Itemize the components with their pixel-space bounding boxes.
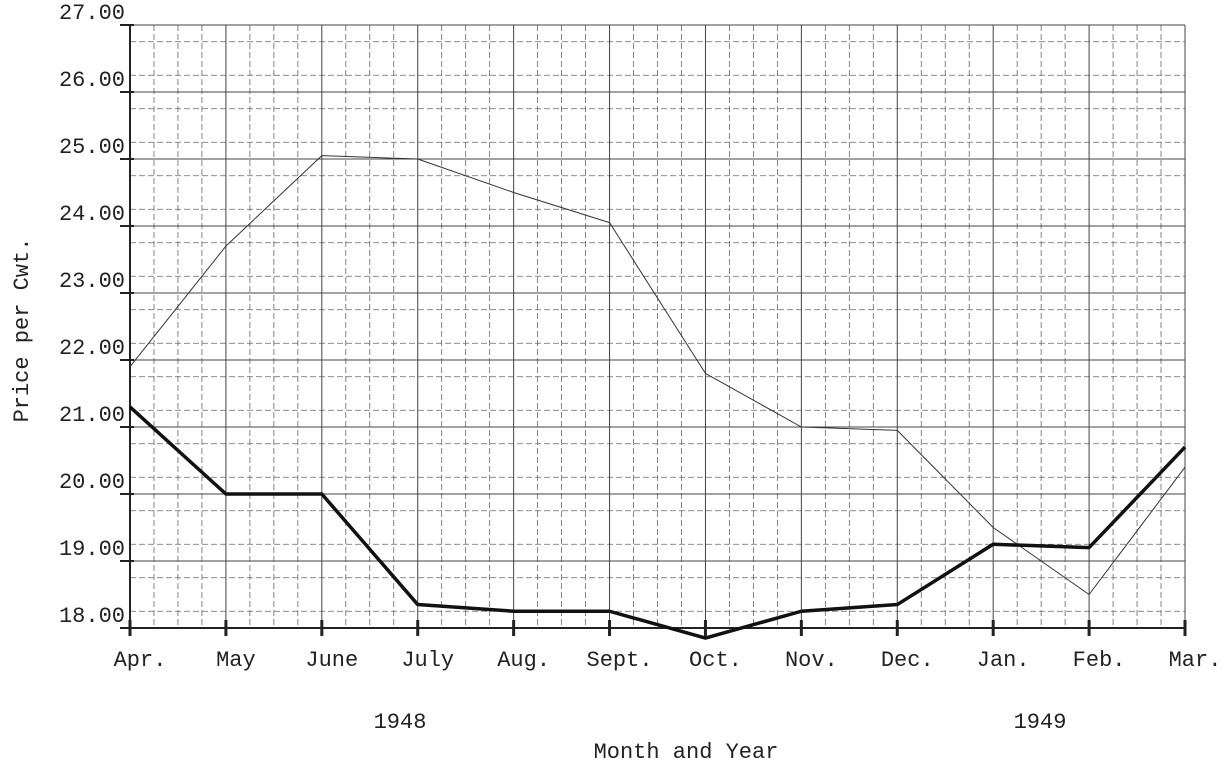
y-tick-label: 22.00 bbox=[59, 336, 125, 361]
x-tick-label: May bbox=[216, 648, 256, 673]
x-tick-label: Jan. bbox=[977, 648, 1030, 673]
series-line bbox=[128, 405, 1187, 640]
y-tick-label: 21.00 bbox=[59, 403, 125, 428]
y-tick-label: 19.00 bbox=[59, 537, 125, 562]
x-tick-label: June bbox=[305, 648, 358, 673]
x-tick-label: Feb. bbox=[1073, 648, 1126, 673]
x-tick-label: Mar. bbox=[1169, 648, 1222, 673]
y-tick-label: 20.00 bbox=[59, 470, 125, 495]
x-tick-label: July bbox=[401, 648, 454, 673]
year-label: 1949 bbox=[1014, 710, 1067, 735]
series-line bbox=[129, 155, 1186, 595]
x-tick-label: Oct. bbox=[689, 648, 742, 673]
x-axis-label: Month and Year bbox=[594, 740, 779, 765]
y-tick-label: 23.00 bbox=[59, 269, 125, 294]
y-tick-label: 27.00 bbox=[59, 1, 125, 26]
x-tick-label: Dec. bbox=[881, 648, 934, 673]
y-tick-label: 25.00 bbox=[59, 135, 125, 160]
x-tick-label: Aug. bbox=[497, 648, 550, 673]
x-tick-label: Sept. bbox=[587, 648, 653, 673]
y-tick-label: 24.00 bbox=[59, 202, 125, 227]
year-label: 1948 bbox=[374, 710, 427, 735]
y-tick-label: 26.00 bbox=[59, 68, 125, 93]
y-tick-label: 18.00 bbox=[59, 604, 125, 629]
y-axis-label: Price per Cwt. bbox=[10, 238, 35, 423]
x-tick-label: Apr. bbox=[114, 648, 167, 673]
x-tick-label: Nov. bbox=[785, 648, 838, 673]
